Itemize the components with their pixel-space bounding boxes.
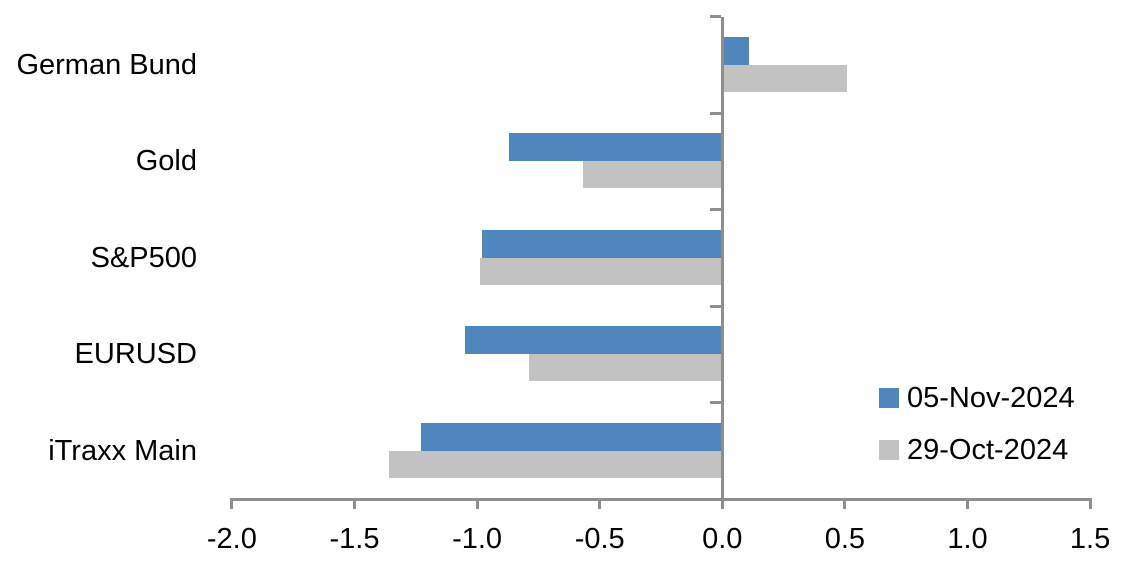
legend-label: 05-Nov-2024 [907, 381, 1075, 414]
bar-29-Oct-2024-itraxx-main [388, 450, 721, 478]
x-tick-label: 1.0 [947, 523, 988, 555]
category-label: Gold [135, 145, 197, 178]
x-axis-tick [966, 497, 969, 509]
category-tick [709, 15, 721, 18]
category-label: S&P500 [90, 241, 197, 274]
x-axis-tick [843, 497, 847, 509]
x-axis-tick [598, 497, 602, 509]
legend-swatch-gray [879, 440, 899, 460]
category-label: iTraxx Main [48, 434, 197, 467]
legend-label: 29-Oct-2024 [907, 433, 1069, 466]
zero-axis-line [720, 16, 724, 499]
x-axis-tick [475, 497, 479, 509]
x-tick-label: 1.5 [1069, 523, 1111, 555]
category-tick [709, 208, 721, 211]
x-tick-label: -0.5 [574, 523, 625, 555]
bar-05-Nov-2024-gold [508, 133, 721, 162]
bar-29-Oct-2024-gold [582, 161, 721, 189]
bar-05-Nov-2024-german-bund [723, 36, 750, 65]
legend-item-29-oct-2024: 29-Oct-2024 [879, 435, 1068, 464]
bar-29-Oct-2024-s&p500 [479, 257, 721, 285]
x-axis-line [231, 497, 1091, 501]
category-tick [709, 304, 721, 308]
category-label: EURUSD [74, 338, 197, 371]
category-tick [709, 111, 721, 115]
bar-29-Oct-2024-eurusd [528, 354, 721, 382]
x-axis-tick [230, 497, 234, 509]
x-tick-label: -1.5 [329, 523, 380, 555]
legend-swatch-blue [879, 388, 899, 408]
x-axis-tick [353, 497, 356, 509]
bar-05-Nov-2024-itraxx-main [420, 422, 721, 451]
x-axis-tick [720, 497, 724, 509]
bar-05-Nov-2024-eurusd [464, 326, 721, 355]
x-tick-label: 0.0 [702, 523, 743, 555]
bar-29-Oct-2024-german-bund [723, 64, 848, 92]
legend-item-05-nov-2024: 05-Nov-2024 [879, 383, 1075, 412]
x-axis-tick [1088, 497, 1092, 509]
category-label: German Bund [16, 48, 197, 81]
x-tick-label: -1.0 [452, 523, 503, 555]
x-tick-label: 0.5 [824, 523, 866, 555]
x-tick-label: -2.0 [206, 523, 257, 555]
category-tick [709, 401, 721, 404]
bar-05-Nov-2024-s&p500 [482, 229, 721, 258]
